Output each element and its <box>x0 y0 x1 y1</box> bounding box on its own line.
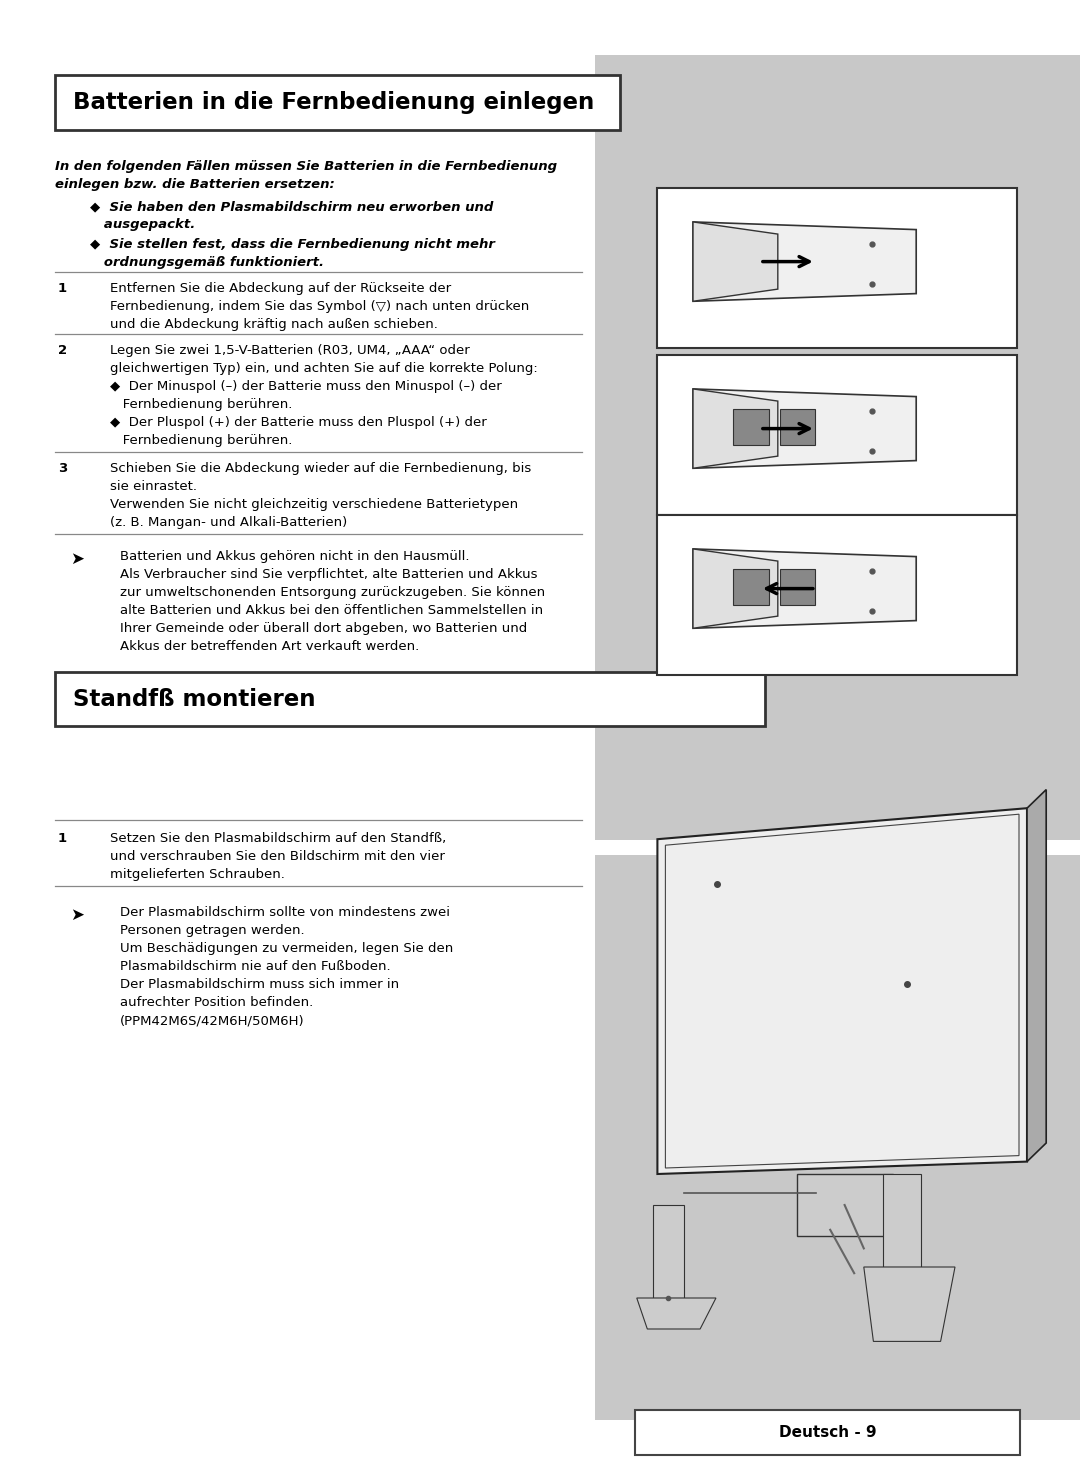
Text: ➤: ➤ <box>70 906 84 924</box>
Polygon shape <box>693 222 916 302</box>
Polygon shape <box>693 549 778 629</box>
Bar <box>657 189 1017 348</box>
Text: Entfernen Sie die Abdeckung auf der Rückseite der: Entfernen Sie die Abdeckung auf der Rück… <box>110 281 451 295</box>
Bar <box>595 55 1080 840</box>
Text: Ihrer Gemeinde oder überall dort abgeben, wo Batterien und: Ihrer Gemeinde oder überall dort abgeben… <box>120 622 527 635</box>
Polygon shape <box>658 809 1027 1174</box>
Text: Fernbedienung, indem Sie das Symbol (▽) nach unten drücken: Fernbedienung, indem Sie das Symbol (▽) … <box>110 300 529 312</box>
Bar <box>797 1174 892 1236</box>
Text: zur umweltschonenden Entsorgung zurückzugeben. Sie können: zur umweltschonenden Entsorgung zurückzu… <box>120 586 545 600</box>
Text: Der Plasmabildschirm sollte von mindestens zwei: Der Plasmabildschirm sollte von mindeste… <box>120 906 450 919</box>
Polygon shape <box>693 389 916 468</box>
Text: Um Beschädigungen zu vermeiden, legen Sie den: Um Beschädigungen zu vermeiden, legen Si… <box>120 943 454 955</box>
Bar <box>657 355 1017 516</box>
Text: sie einrastet.: sie einrastet. <box>110 480 197 493</box>
Text: gleichwertigen Typ) ein, und achten Sie auf die korrekte Polung:: gleichwertigen Typ) ein, und achten Sie … <box>110 362 538 376</box>
Polygon shape <box>693 222 778 302</box>
Text: Verwenden Sie nicht gleichzeitig verschiedene Batterietypen: Verwenden Sie nicht gleichzeitig verschi… <box>110 498 518 511</box>
Bar <box>635 1410 1020 1455</box>
Text: Schieben Sie die Abdeckung wieder auf die Fernbedienung, bis: Schieben Sie die Abdeckung wieder auf di… <box>110 463 531 474</box>
Polygon shape <box>693 549 916 629</box>
Bar <box>733 570 769 604</box>
Text: und verschrauben Sie den Bildschirm mit den vier: und verschrauben Sie den Bildschirm mit … <box>110 850 445 863</box>
Text: ausgepackt.: ausgepackt. <box>90 218 195 231</box>
Text: In den folgenden Fällen müssen Sie Batterien in die Fernbedienung: In den folgenden Fällen müssen Sie Batte… <box>55 161 557 172</box>
Text: mitgelieferten Schrauben.: mitgelieferten Schrauben. <box>110 868 285 881</box>
Text: ◆  Sie stellen fest, dass die Fernbedienung nicht mehr: ◆ Sie stellen fest, dass die Fernbedienu… <box>90 239 495 250</box>
Text: Personen getragen werden.: Personen getragen werden. <box>120 924 305 937</box>
Text: Der Plasmabildschirm muss sich immer in: Der Plasmabildschirm muss sich immer in <box>120 978 400 991</box>
Text: 1: 1 <box>58 832 67 846</box>
Text: ◆  Der Pluspol (+) der Batterie muss den Pluspol (+) der: ◆ Der Pluspol (+) der Batterie muss den … <box>110 415 487 429</box>
Text: und die Abdeckung kräftig nach außen schieben.: und die Abdeckung kräftig nach außen sch… <box>110 318 437 331</box>
Text: aufrechter Position befinden.: aufrechter Position befinden. <box>120 996 313 1009</box>
Text: Fernbedienung berühren.: Fernbedienung berühren. <box>110 435 293 446</box>
Polygon shape <box>693 389 778 468</box>
Bar <box>657 516 1017 675</box>
Text: 2: 2 <box>58 345 67 356</box>
Text: Batterien in die Fernbedienung einlegen: Batterien in die Fernbedienung einlegen <box>73 91 594 113</box>
Bar <box>652 1205 685 1298</box>
Text: Batterien und Akkus gehören nicht in den Hausmüll.: Batterien und Akkus gehören nicht in den… <box>120 549 470 563</box>
Text: ◆  Der Minuspol (–) der Batterie muss den Minuspol (–) der: ◆ Der Minuspol (–) der Batterie muss den… <box>110 380 502 393</box>
Text: ordnungsgemäß funktioniert.: ordnungsgemäß funktioniert. <box>90 256 324 270</box>
Text: Setzen Sie den Plasmabildschirm auf den Standfß,: Setzen Sie den Plasmabildschirm auf den … <box>110 832 446 846</box>
Text: 3: 3 <box>58 463 67 474</box>
Polygon shape <box>864 1267 955 1342</box>
Text: Deutsch - 9: Deutsch - 9 <box>779 1424 876 1441</box>
Bar <box>883 1174 921 1267</box>
Text: (PPM42M6S/42M6H/50M6H): (PPM42M6S/42M6H/50M6H) <box>120 1013 305 1027</box>
Text: Fernbedienung berühren.: Fernbedienung berühren. <box>110 398 293 411</box>
Text: Als Verbraucher sind Sie verpflichtet, alte Batterien und Akkus: Als Verbraucher sind Sie verpflichtet, a… <box>120 569 538 580</box>
Bar <box>595 854 1080 1420</box>
Text: ◆  Sie haben den Plasmabildschirm neu erworben und: ◆ Sie haben den Plasmabildschirm neu erw… <box>90 200 494 214</box>
Text: Akkus der betreffenden Art verkauft werden.: Akkus der betreffenden Art verkauft werd… <box>120 639 419 653</box>
Text: einlegen bzw. die Batterien ersetzen:: einlegen bzw. die Batterien ersetzen: <box>55 178 335 191</box>
Text: 1: 1 <box>58 281 67 295</box>
Polygon shape <box>637 1298 716 1329</box>
Text: Legen Sie zwei 1,5-V-Batterien (R03, UM4, „AAA“ oder: Legen Sie zwei 1,5-V-Batterien (R03, UM4… <box>110 345 470 356</box>
Bar <box>780 409 815 445</box>
Bar <box>55 672 765 726</box>
Text: Plasmabildschirm nie auf den Fußboden.: Plasmabildschirm nie auf den Fußboden. <box>120 960 391 974</box>
Bar <box>780 570 815 604</box>
Text: (z. B. Mangan- und Alkali-Batterien): (z. B. Mangan- und Alkali-Batterien) <box>110 516 348 529</box>
Text: Standfß montieren: Standfß montieren <box>73 688 315 710</box>
Bar <box>55 75 620 130</box>
Bar <box>733 409 769 445</box>
Text: ➤: ➤ <box>70 549 84 569</box>
Polygon shape <box>1027 790 1047 1162</box>
Text: alte Batterien und Akkus bei den öffentlichen Sammelstellen in: alte Batterien und Akkus bei den öffentl… <box>120 604 543 617</box>
